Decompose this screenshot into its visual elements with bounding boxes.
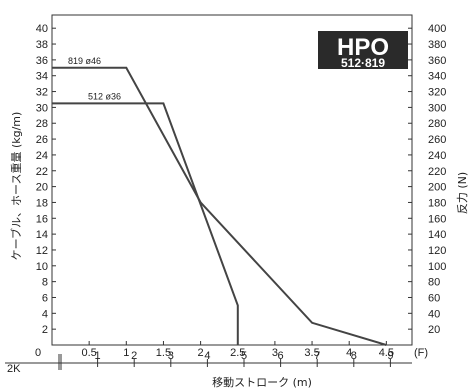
series-line [52, 66, 387, 346]
logo-subtitle: 512·819 [341, 56, 385, 70]
y-left-tick-label: 26 [36, 134, 48, 146]
x-top-tick-label: 3.5 [304, 347, 319, 359]
y-right-tick-label: 340 [428, 71, 446, 83]
y-left-tick-label: 36 [36, 55, 48, 67]
y-right-tick-label: 100 [428, 261, 446, 273]
y-right-tick-label: 380 [428, 39, 446, 51]
x-top-tick-label: 0 [35, 347, 41, 359]
y-right-tick-label: 280 [428, 118, 446, 130]
y-left-tick-label: 30 [36, 102, 48, 114]
x-top-tick-label: 2 [198, 347, 204, 359]
y-right-tick-label: 180 [428, 197, 446, 209]
y-right-tick-label: 220 [428, 166, 446, 178]
y-right-tick-label: 200 [428, 182, 446, 194]
x-bottom-tick-label: 2 [131, 350, 137, 362]
y-axis-left-title: ケーブル、ホース重量 (kg/m) [9, 112, 23, 261]
x-top-tick-label: 4 [346, 347, 352, 359]
y-left-tick-label: 28 [36, 118, 48, 130]
x-bottom-tick-label: 8 [351, 350, 357, 362]
y-axis-right-title: 反力 (N) [456, 172, 469, 214]
x-top-tick-label: 2.5 [230, 347, 245, 359]
x-bottom-tick-label: 6 [278, 350, 284, 362]
y-right-tick-label: 300 [428, 102, 446, 114]
x-bottom-tick-label: 9 [387, 350, 393, 362]
y-right-tick-label: 240 [428, 150, 446, 162]
x-bottom-tick-label: 5 [241, 350, 247, 362]
y-left-tick-label: 24 [36, 150, 48, 162]
y-left-tick-label: 32 [36, 87, 48, 99]
y-left-tick-label: 4 [42, 308, 48, 320]
y-right-tick-label: 120 [428, 245, 446, 257]
x-axis-title: 移動ストローク (m) [212, 375, 312, 389]
x-top-tick-label: 4.5 [379, 347, 394, 359]
y-left-tick-label: 8 [42, 277, 48, 289]
y-right-tick-label: 320 [428, 87, 446, 99]
plot-border [51, 14, 413, 346]
y-left-tick-label: 2 [42, 324, 48, 336]
y-left-tick-label: 40 [36, 23, 48, 35]
y-left-tick-label: 14 [36, 229, 48, 241]
y-left-tick-label: 20 [36, 182, 48, 194]
y-right-tick-label: 400 [428, 23, 446, 35]
logo-title: HPO [337, 34, 389, 61]
x-top-tick-label: 0.5 [82, 347, 97, 359]
x-bottom-tick-label: 7 [314, 350, 320, 362]
y-left-tick-label: 22 [36, 166, 48, 178]
plot-frame [51, 14, 413, 346]
y-right-tick-label: 260 [428, 134, 446, 146]
y-right-tick-label: 60 [428, 292, 440, 304]
x-bottom-tick-label: 4 [204, 350, 210, 362]
y-left-tick-label: 12 [36, 245, 48, 257]
y-right-tick-label: 40 [428, 308, 440, 320]
x-top-tick-label: 1.5 [156, 347, 171, 359]
y-left-tick-label: 18 [36, 197, 48, 209]
x-axis-top-ticks: 0.5 1 1.5 2 2.5 3 3.5 4 4.5 [82, 341, 394, 359]
y-axis-right: 20 40 60 80 100 120 140 160 180 200 220 240 260 280 30… [408, 23, 446, 336]
x-top-tick-label: 3 [272, 347, 278, 359]
y-left-tick-label: 34 [36, 71, 48, 83]
y-right-tick-label: 360 [428, 55, 446, 67]
series-line [52, 102, 239, 345]
y-left-tick-label: 16 [36, 213, 48, 225]
y-left-tick-label: 10 [36, 261, 48, 273]
x-unit-label: (F) [414, 347, 428, 359]
x-bottom-tick-label: 3 [168, 350, 174, 362]
y-left-tick-label: 6 [42, 292, 48, 304]
series-group: 819 ø46 512 ø36 [52, 56, 387, 346]
y-left-tick-label: 38 [36, 39, 48, 51]
series-label: 819 ø46 [68, 56, 101, 66]
y-right-tick-label: 160 [428, 213, 446, 225]
series-label: 512 ø36 [88, 91, 121, 101]
x-bottom-start-label: 2K [7, 363, 21, 375]
logo: HPO 512·819 [318, 31, 408, 70]
y-right-tick-label: 80 [428, 277, 440, 289]
y-right-tick-label: 140 [428, 229, 446, 241]
x-bottom-tick-label: 1 [95, 350, 101, 362]
logo-background [318, 31, 408, 69]
y-right-tick-label: 20 [428, 324, 440, 336]
x-top-tick-label: 1 [123, 347, 129, 359]
